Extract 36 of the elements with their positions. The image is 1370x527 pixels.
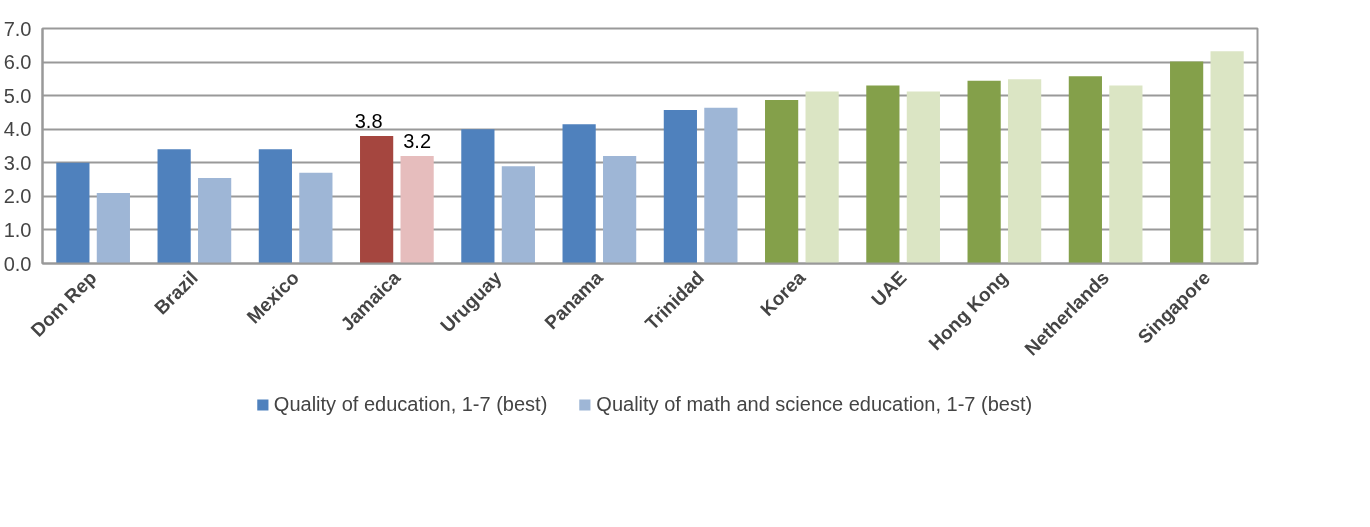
bar [258,149,292,264]
bar [1008,79,1042,264]
bar [400,156,434,264]
bar [562,124,596,264]
data-label: 3.2 [403,130,432,153]
data-label: 3.8 [354,109,383,132]
bar [765,100,799,264]
y-tick-label: 1.0 [3,218,32,241]
bar [1068,76,1102,264]
bar [967,80,1001,264]
bar [360,135,394,264]
bar [96,193,130,264]
bar [299,172,333,264]
legend-label: Quality of math and science education, 1-7 (best) [596,392,1033,416]
y-tick-label: 5.0 [3,84,32,107]
bar [663,110,697,264]
bar [1210,51,1244,264]
bar [704,107,738,264]
bar [805,91,839,264]
y-tick-label: 3.0 [3,151,32,174]
bar [198,177,232,264]
bar [157,149,191,264]
bar [906,91,940,264]
bar [501,166,535,264]
bar [1170,61,1204,264]
bar [461,129,495,264]
bar [866,85,900,264]
y-tick-label: 2.0 [3,185,32,208]
y-tick-label: 0.0 [3,252,32,275]
bar [1109,85,1143,264]
bar [56,162,90,264]
y-tick-label: 7.0 [3,17,32,40]
y-tick-label: 4.0 [3,118,32,141]
y-tick-label: 6.0 [3,51,32,74]
legend-label: Quality of education, 1-7 (best) [273,392,548,416]
bar [603,156,637,264]
